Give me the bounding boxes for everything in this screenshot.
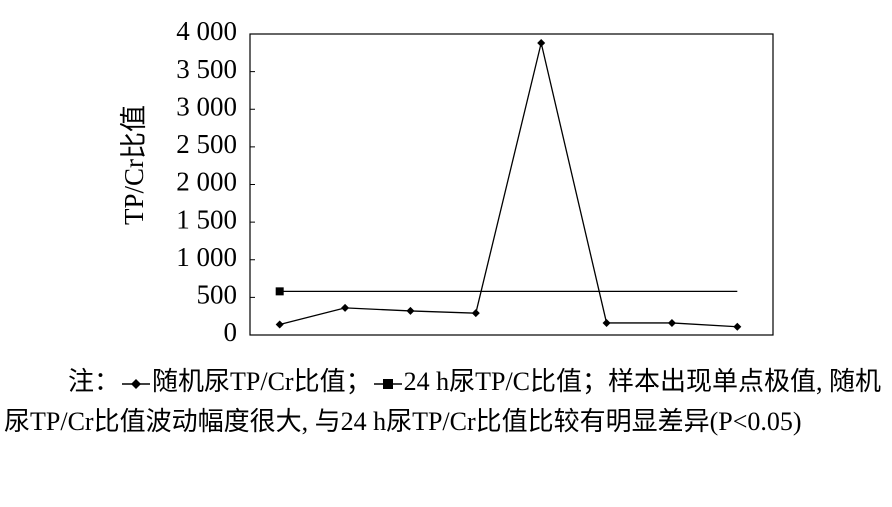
legend-label: 24 h尿TP/C比值 <box>403 367 583 396</box>
point <box>275 287 284 296</box>
y-tick-label: 3 500 <box>176 54 237 84</box>
y-tick-label: 2 500 <box>176 129 237 159</box>
legend-label: 随机尿TP/Cr比值 <box>152 367 346 396</box>
y-axis-label: TP/Cr比值 <box>119 105 149 225</box>
point <box>667 318 676 327</box>
y-tick-label: 1 500 <box>176 204 237 234</box>
point <box>341 303 350 312</box>
point <box>471 309 480 318</box>
y-tick-label: 0 <box>224 317 238 347</box>
point <box>275 320 284 329</box>
note-prefix: 注： <box>68 367 121 396</box>
y-tick-label: 2 000 <box>176 167 237 197</box>
note-separator: ； <box>582 367 609 396</box>
point <box>733 322 742 331</box>
legend-marker <box>373 379 402 390</box>
note-text: 样本出现单点极值, 随机尿TP/Cr比值波动幅度很大, 与24 h尿TP/Cr比… <box>4 367 882 436</box>
point <box>602 318 611 327</box>
note-separator: ； <box>345 367 372 396</box>
y-tick-label: 500 <box>197 280 238 310</box>
point <box>537 39 546 48</box>
plot-frame <box>249 33 774 336</box>
note: 注： 随机尿TP/Cr比值； 24 h尿TP/C比值；样本出现单点极值, 随机尿TP… <box>4 362 888 442</box>
y-tick-label: 4 000 <box>176 16 237 46</box>
y-tick-label: 1 000 <box>176 242 237 272</box>
point <box>406 306 415 315</box>
chart: TP/Cr比值 0 500 1 000 1 500 2 000 2 500 3 000 3 5… <box>119 16 774 347</box>
y-tick-label: 3 000 <box>176 91 237 121</box>
series-line <box>279 42 738 328</box>
legend-marker <box>122 379 151 390</box>
